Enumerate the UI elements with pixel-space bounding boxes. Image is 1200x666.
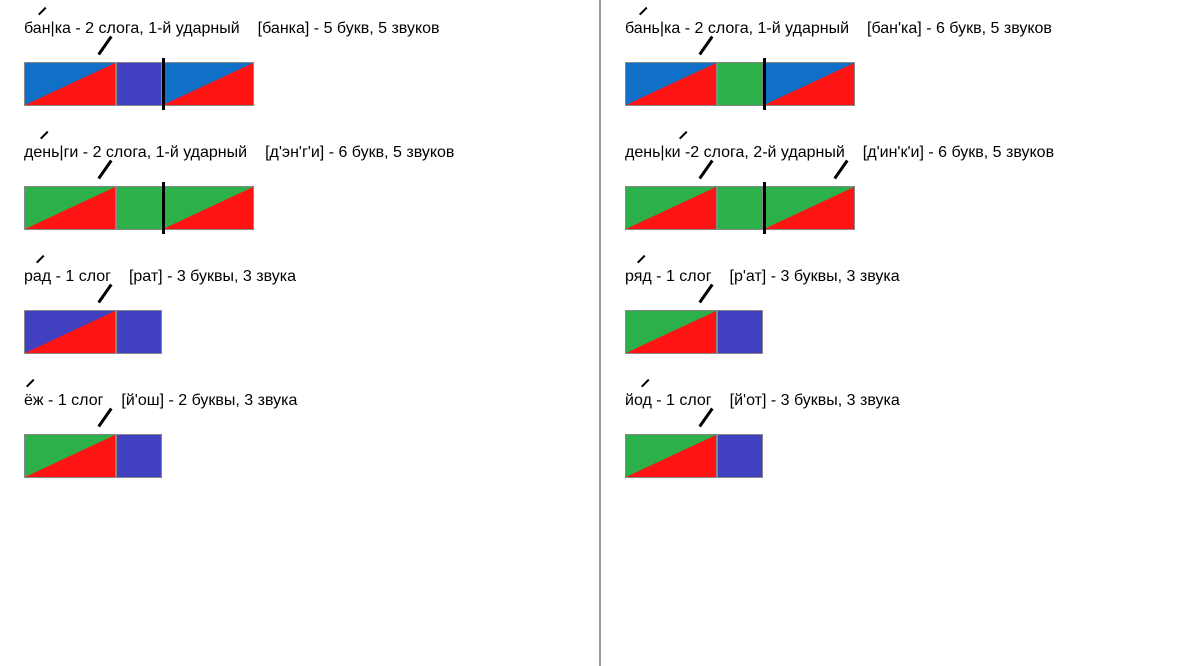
word: бань|ка: [625, 20, 680, 38]
phonetic-entry: ряд - 1 слог [р'ат] - 3 буквы, 3 звука: [625, 268, 1200, 356]
word: ряд: [625, 268, 652, 286]
phonetic-transcription: [д'ин'к'и] - 6 букв, 5 звуков: [863, 144, 1054, 161]
syllable-divider: [162, 182, 165, 234]
word: день|ки: [625, 144, 681, 162]
syllable-desc: -2 слога, 2-й ударный: [681, 144, 845, 161]
phonetic-transcription: [й'ош] - 2 буквы, 3 звука: [121, 392, 297, 409]
stress-mark: [833, 160, 848, 180]
syllable-desc: - 2 слога, 1-й ударный: [680, 20, 849, 37]
syllable-desc: - 1 слог: [51, 268, 111, 285]
stress-mark: [698, 284, 713, 304]
sound-diagram: [625, 310, 1200, 356]
phonetic-entry: рад - 1 слог [рат] - 3 буквы, 3 звука: [24, 268, 599, 356]
sound-cell: [116, 310, 162, 354]
sound-cell: [625, 434, 717, 478]
sound-cell: [24, 434, 116, 478]
stress-mark: [97, 284, 112, 304]
syllable-divider: [763, 58, 766, 110]
stress-accent: [639, 14, 649, 24]
sound-cell: [625, 186, 717, 230]
stress-accent: [637, 262, 647, 272]
syllable-desc: - 2 слога, 1-й ударный: [78, 144, 247, 161]
sound-diagram: [24, 62, 599, 108]
phonetic-entry: бан|ка - 2 слога, 1-й ударный [банка] - 5…: [24, 20, 599, 108]
sound-cell: [24, 186, 116, 230]
word: день|ги: [24, 144, 78, 162]
syllable-divider: [162, 58, 165, 110]
stress-mark: [698, 408, 713, 428]
phonetic-transcription: [й'от] - 3 буквы, 3 звука: [730, 392, 900, 409]
sound-diagram: [24, 310, 599, 356]
stress-accent: [38, 14, 48, 24]
syllable-desc: - 2 слога, 1-й ударный: [71, 20, 240, 37]
phonetic-transcription: [рат] - 3 буквы, 3 звука: [129, 268, 296, 285]
stress-mark: [698, 160, 713, 180]
stress-mark: [97, 408, 112, 428]
sound-cell: [717, 62, 763, 106]
phonetic-transcription: [р'ат] - 3 буквы, 3 звука: [730, 268, 900, 285]
phonetic-entry: ёж - 1 слог [й'ош] - 2 буквы, 3 звука: [24, 392, 599, 480]
sound-cell: [717, 186, 763, 230]
sound-cell: [162, 186, 254, 230]
phonetic-transcription: [банка] - 5 букв, 5 звуков: [258, 20, 440, 37]
sound-cell: [116, 62, 162, 106]
phonetic-entry: бань|ка - 2 слога, 1-й ударный [бан'ка] -…: [625, 20, 1200, 108]
word: рад: [24, 268, 51, 286]
sound-cell: [162, 62, 254, 106]
stress-accent: [641, 386, 651, 396]
phonetic-transcription: [д'эн'г'и] - 6 букв, 5 звуков: [265, 144, 454, 161]
sound-cell: [625, 310, 717, 354]
syllable-desc: - 1 слог: [652, 392, 712, 409]
sound-cell: [717, 310, 763, 354]
sound-cell: [625, 62, 717, 106]
syllable-desc: - 1 слог: [44, 392, 104, 409]
sound-cell: [717, 434, 763, 478]
sound-diagram: [24, 434, 599, 480]
word: ёж: [24, 392, 44, 410]
stress-accent: [26, 386, 36, 396]
stress-accent: [36, 262, 46, 272]
phonetic-entry: день|ги - 2 слога, 1-й ударный [д'эн'г'и]…: [24, 144, 599, 232]
syllable-divider: [763, 182, 766, 234]
sound-diagram: [625, 62, 1200, 108]
sound-diagram: [625, 186, 1200, 232]
sound-cell: [763, 62, 855, 106]
phonetic-entry: йод - 1 слог [й'от] - 3 буквы, 3 звука: [625, 392, 1200, 480]
sound-diagram: [625, 434, 1200, 480]
sound-cell: [763, 186, 855, 230]
word: йод: [625, 392, 652, 410]
sound-cell: [24, 310, 116, 354]
phonetic-transcription: [бан'ка] - 6 букв, 5 звуков: [867, 20, 1052, 37]
syllable-desc: - 1 слог: [652, 268, 712, 285]
stress-accent: [40, 138, 50, 148]
sound-cell: [116, 434, 162, 478]
word: бан|ка: [24, 20, 71, 38]
sound-cell: [24, 62, 116, 106]
sound-diagram: [24, 186, 599, 232]
sound-cell: [116, 186, 162, 230]
stress-mark: [698, 36, 713, 56]
stress-mark: [97, 160, 112, 180]
phonetic-entry: день|ки -2 слога, 2-й ударный [д'ин'к'и] …: [625, 144, 1200, 232]
stress-mark: [97, 36, 112, 56]
